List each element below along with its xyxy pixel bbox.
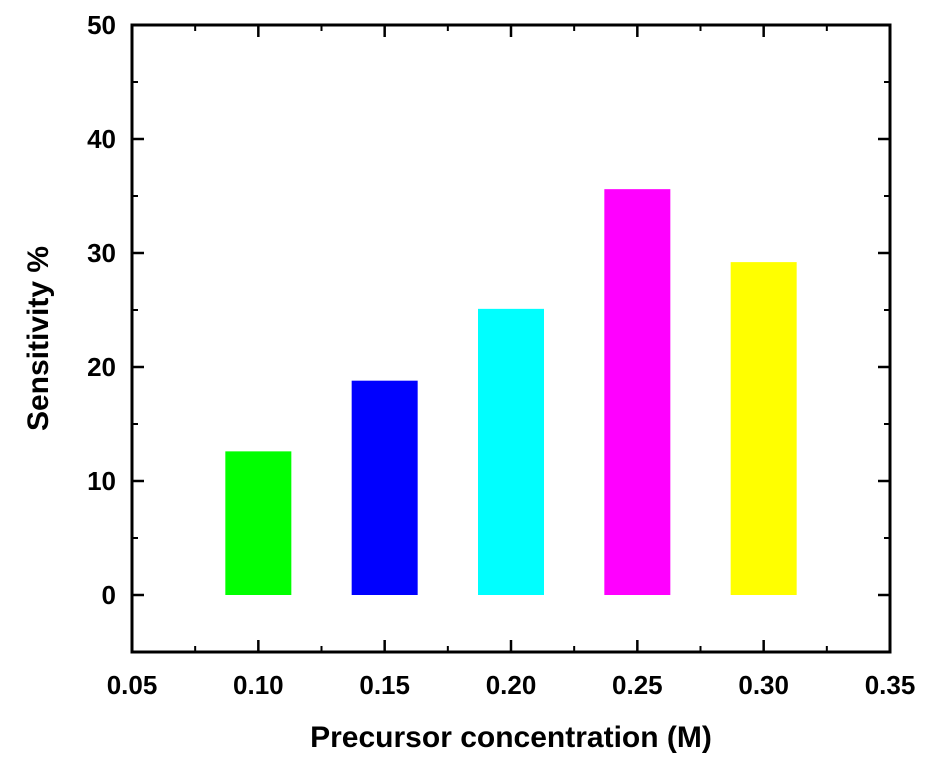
y-tick-label: 50 xyxy=(87,10,116,40)
y-tick-label: 20 xyxy=(87,352,116,382)
y-tick-label: 0 xyxy=(102,580,116,610)
x-tick-label: 0.15 xyxy=(359,670,410,700)
bar-0.25 xyxy=(604,189,671,595)
x-tick-label: 0.05 xyxy=(107,670,158,700)
y-tick-label: 30 xyxy=(87,238,116,268)
x-axis-label: Precursor concentration (M) xyxy=(310,721,712,754)
x-tick-label: 0.35 xyxy=(865,670,916,700)
x-tick-label: 0.30 xyxy=(738,670,789,700)
y-axis-label: Sensitivity % xyxy=(22,246,55,431)
x-tick-label: 0.20 xyxy=(486,670,537,700)
bar-0.15 xyxy=(351,380,418,595)
y-tick-label: 10 xyxy=(87,466,116,496)
x-tick-label: 0.25 xyxy=(612,670,663,700)
x-tick-label: 0.10 xyxy=(233,670,284,700)
bars-layer xyxy=(225,189,797,595)
plot-frame xyxy=(130,23,892,654)
bar-0.30 xyxy=(730,262,797,595)
ticks-layer: 0.05 0.10 0.15 0.20 0.25 0.30 0.35 0 10 20 30 40 50 xyxy=(87,10,915,700)
y-tick-label: 40 xyxy=(87,124,116,154)
bar-0.10 xyxy=(225,451,292,595)
bar-0.20 xyxy=(478,308,544,595)
